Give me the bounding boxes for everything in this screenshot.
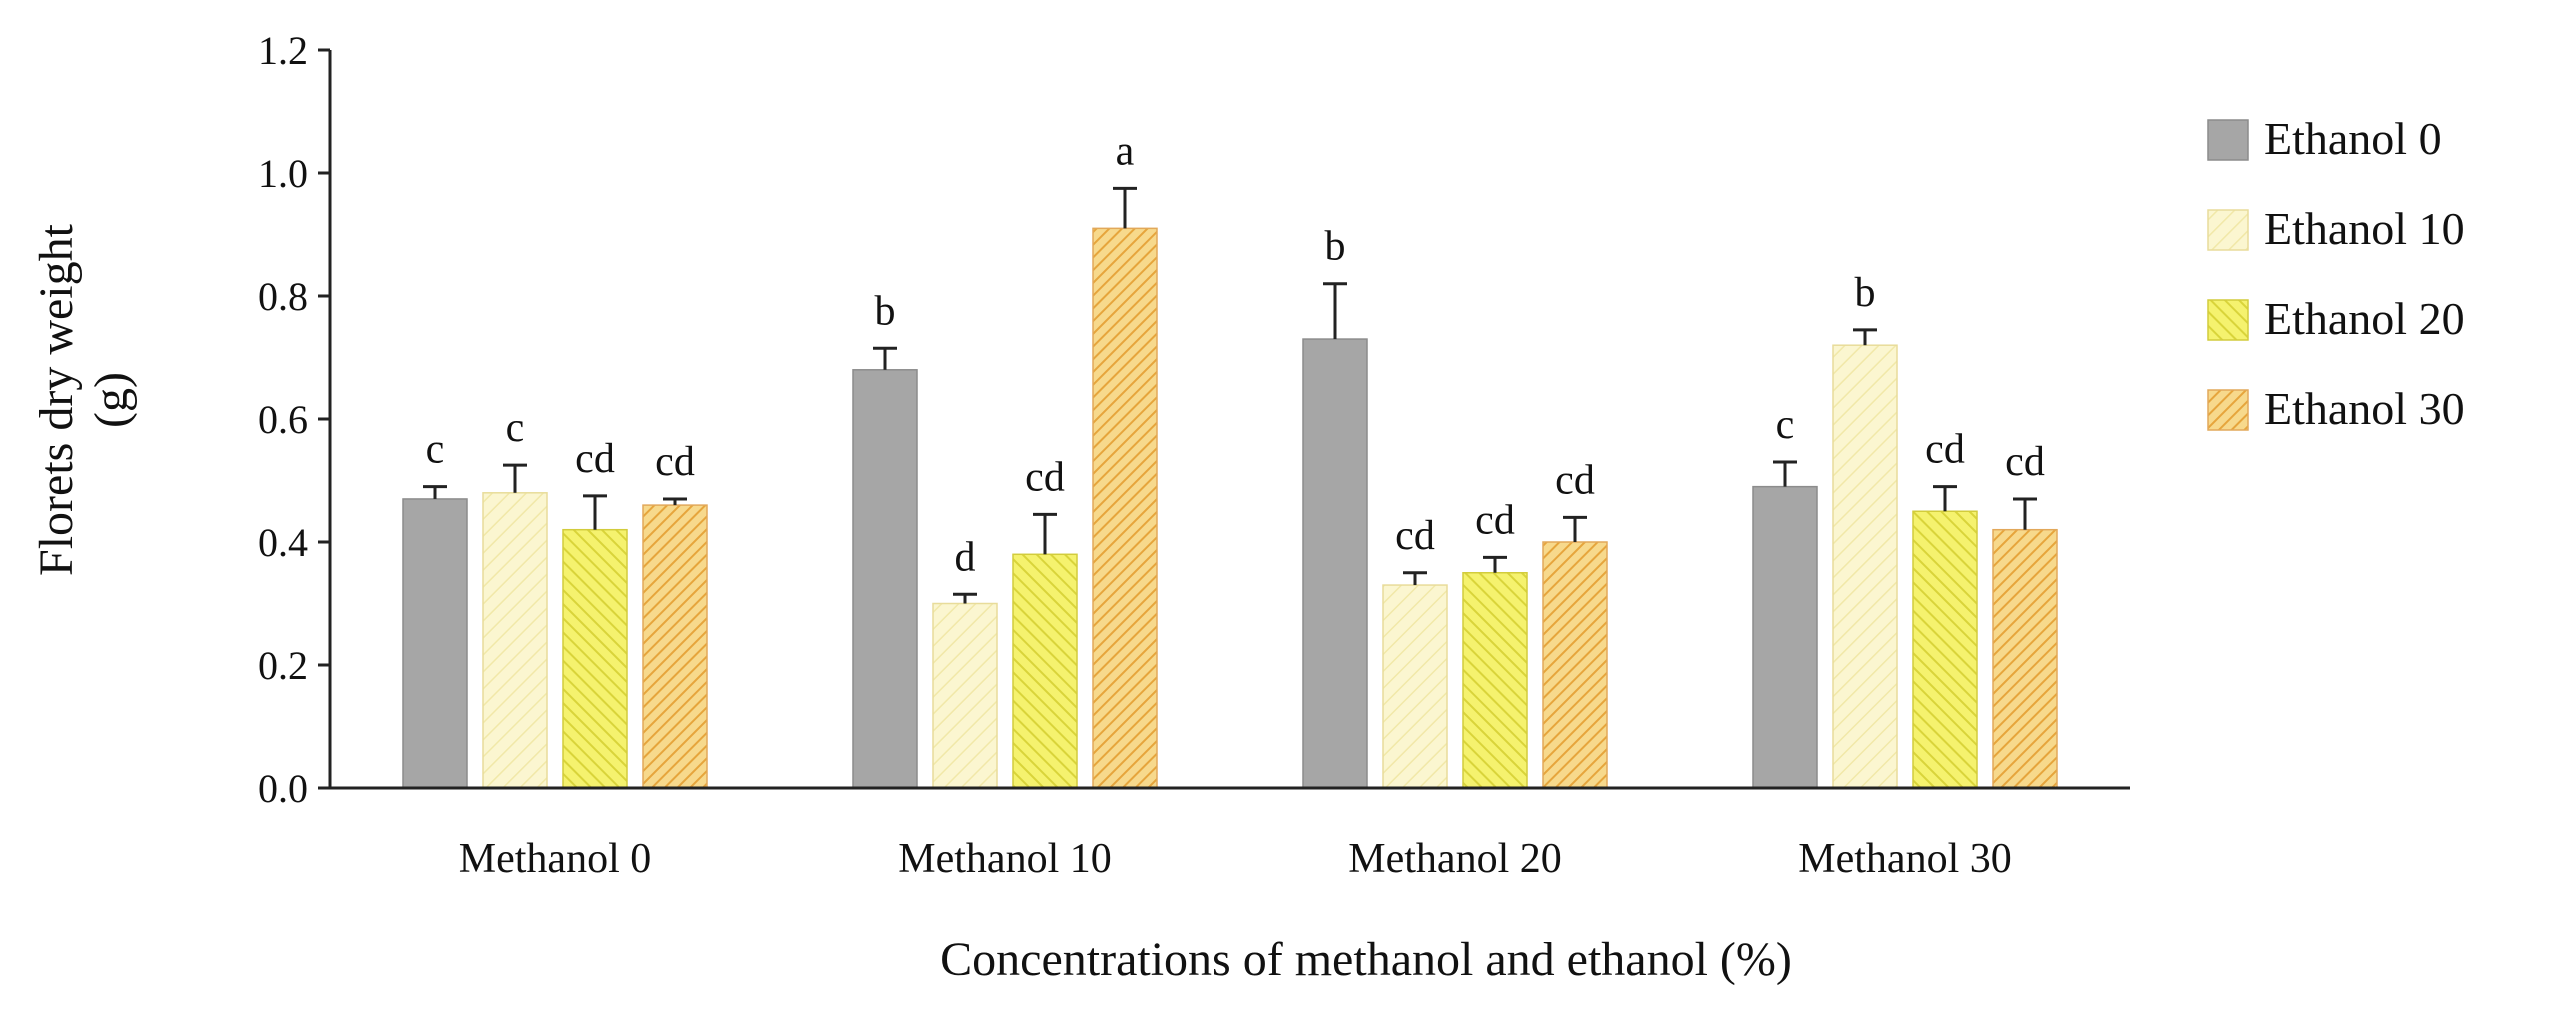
bar	[402, 498, 468, 789]
bar	[1912, 510, 1978, 789]
x-axis-title: Concentrations of methanol and ethanol (…	[940, 933, 1792, 986]
bar	[932, 602, 998, 789]
y-axis-title-line-1: Florets dry weight	[30, 223, 83, 576]
significance-label: a	[1116, 128, 1135, 174]
legend-item: Ethanol 30	[2207, 383, 2465, 434]
legend-label: Ethanol 30	[2264, 383, 2465, 434]
significance-label: cd	[1475, 497, 1515, 543]
significance-label: cd	[1925, 427, 1965, 473]
bar	[1302, 338, 1368, 789]
x-category-label: Methanol 30	[1798, 836, 2011, 882]
x-category-label: Methanol 10	[898, 836, 1111, 882]
y-axis-title-line-2: (g)	[85, 372, 138, 428]
bar	[482, 492, 548, 789]
significance-label: cd	[655, 439, 695, 485]
legend-swatch	[2207, 299, 2249, 341]
x-category-label: Methanol 0	[459, 836, 651, 882]
significance-label: b	[1855, 270, 1876, 316]
legend-label: Ethanol 0	[2264, 113, 2442, 164]
error-bars-layer	[423, 186, 2037, 604]
legend-swatch	[2207, 209, 2249, 251]
legend-swatch	[2207, 389, 2249, 431]
significance-label: c	[1776, 402, 1795, 448]
significance-label: c	[506, 405, 525, 451]
bar	[1992, 528, 2058, 789]
legend-item: Ethanol 20	[2207, 293, 2465, 344]
significance-label: cd	[2005, 439, 2045, 485]
legend-label: Ethanol 20	[2264, 293, 2465, 344]
significance-label: cd	[1555, 457, 1595, 503]
legend-item: Ethanol 10	[2207, 203, 2465, 254]
significance-label: b	[1325, 224, 1346, 270]
x-category-label: Methanol 20	[1348, 836, 1561, 882]
bar	[1382, 584, 1448, 789]
y-tick-label: 0.8	[258, 274, 308, 319]
significance-label: c	[426, 427, 445, 473]
y-tick-label: 0.0	[258, 766, 308, 811]
bar	[1012, 553, 1078, 789]
legend-label: Ethanol 10	[2264, 203, 2465, 254]
y-axis-title: Florets dry weight (g)	[30, 223, 138, 576]
y-tick-label: 0.2	[258, 643, 308, 688]
legend: Ethanol 0 Ethanol 10 Ethanol 20 Ethanol 30	[2207, 113, 2465, 434]
y-tick-label: 0.6	[258, 397, 308, 442]
y-axis-ticks: 0.0 0.2 0.4 0.6 0.8 1.0 1.2	[258, 28, 330, 811]
bar	[562, 528, 628, 789]
legend-swatch	[2207, 119, 2249, 161]
bar	[642, 504, 708, 789]
significance-label: cd	[1025, 454, 1065, 500]
bar	[1832, 344, 1898, 789]
legend-item: Ethanol 0	[2207, 113, 2442, 164]
bars-layer	[402, 227, 2058, 789]
bar	[1092, 227, 1158, 789]
bar	[1752, 485, 1818, 789]
significance-label: d	[955, 534, 976, 580]
significance-label: cd	[575, 436, 615, 482]
bar	[1542, 541, 1608, 789]
x-axis-category-labels: Methanol 0 Methanol 10 Methanol 20 Methanol…	[459, 836, 2012, 882]
y-tick-label: 0.4	[258, 520, 308, 565]
significance-label: cd	[1395, 513, 1435, 559]
y-tick-label: 1.2	[258, 28, 308, 73]
significance-label: b	[875, 288, 896, 334]
bar	[1462, 572, 1528, 789]
y-tick-label: 1.0	[258, 151, 308, 196]
bar	[852, 369, 918, 789]
